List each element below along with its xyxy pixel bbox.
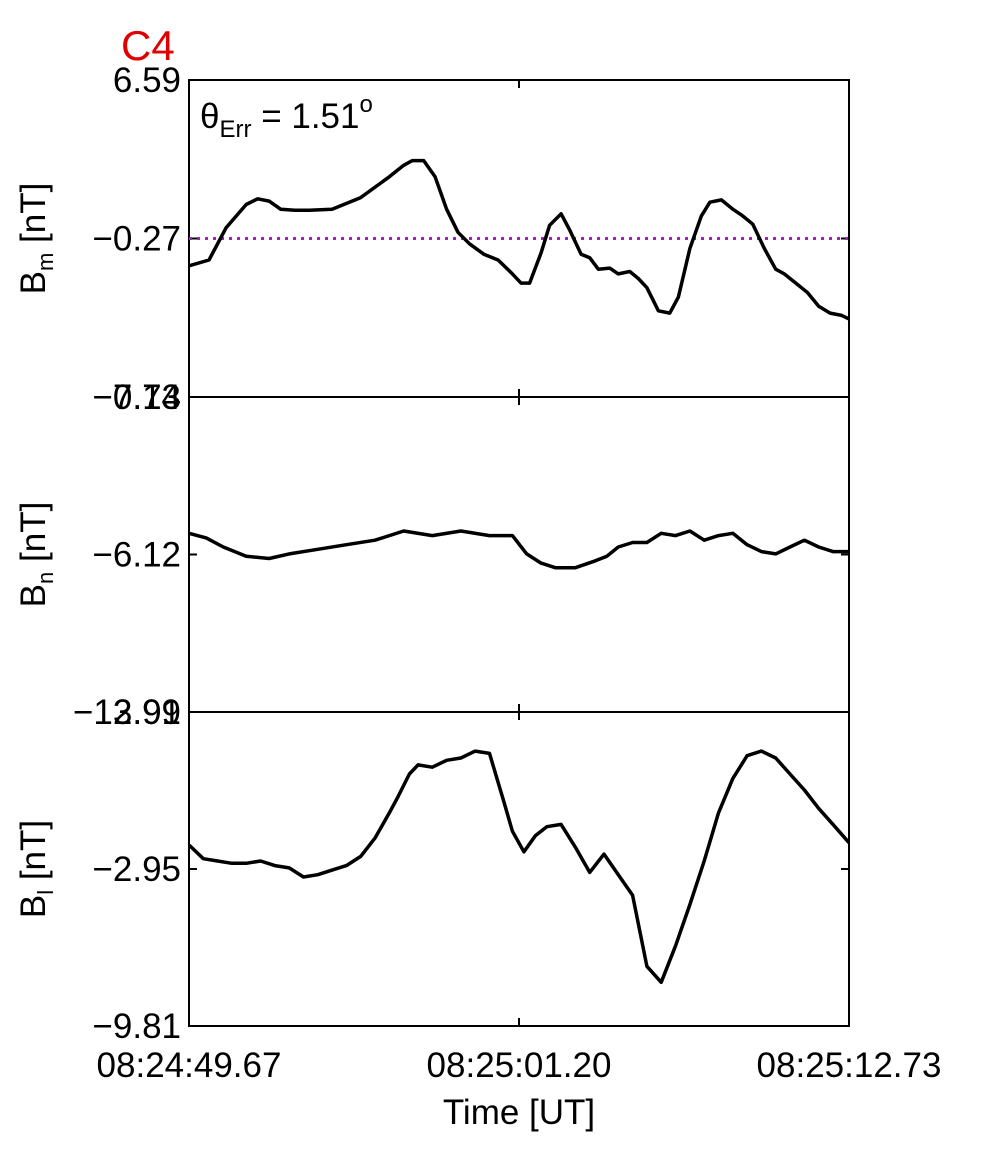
y-axis-label-sub: n	[33, 572, 58, 584]
y-tick-label: 3.91	[113, 693, 181, 732]
x-axis-label: Time [UT]	[443, 1093, 595, 1132]
y-axis-label: Bn [nT]	[14, 502, 58, 608]
panels: 6.59 −0.27 −7.13 Bm [nT] 0.74 −6.12 −12.99 Bn […	[14, 61, 850, 1046]
y-axis-label-unit: [nT]	[14, 502, 53, 572]
y-axis-label-sub: m	[33, 253, 58, 271]
theta-value: = 1.51	[251, 97, 359, 136]
panel-label: C4	[121, 22, 175, 69]
y-tick-label: −6.12	[92, 536, 181, 575]
y-axis-label: Bl [nT]	[14, 820, 58, 918]
y-axis-label-unit: [nT]	[14, 183, 53, 253]
y-tick-label: −9.81	[92, 1007, 181, 1046]
x-axis: 08:24:49.67 08:25:01.20 08:25:12.73 Time…	[97, 1046, 942, 1132]
y-axis-label-sub: l	[33, 890, 58, 895]
panel-bn: 0.74 −6.12 −12.99 Bn [nT]	[14, 378, 850, 732]
panel-bl: 3.91 −2.95 −9.81 Bl [nT]	[14, 693, 850, 1046]
theta-symbol: θ	[200, 97, 219, 136]
x-tick-label: 08:24:49.67	[97, 1046, 282, 1085]
theta-subscript: Err	[219, 116, 251, 143]
theta-error-annotation: θErr = 1.51o	[200, 91, 373, 143]
series-line	[189, 749, 849, 985]
panel-bm: 6.59 −0.27 −7.13 Bm [nT]	[14, 61, 850, 417]
y-axis-label-main: B	[14, 895, 53, 918]
degree-superscript: o	[359, 91, 372, 118]
y-tick-label: 0.74	[113, 378, 181, 417]
y-axis-label-main: B	[14, 271, 53, 294]
y-tick-label: −0.27	[92, 220, 181, 259]
x-tick-label: 08:25:12.73	[757, 1046, 942, 1085]
series-line	[189, 529, 849, 570]
x-tick-label: 08:25:01.20	[427, 1046, 612, 1085]
series-line	[189, 158, 849, 321]
y-axis-label-main: B	[14, 584, 53, 607]
y-tick-label: −12.99	[73, 693, 181, 732]
y-tick-label: 6.59	[113, 61, 181, 100]
y-axis-label-unit: [nT]	[14, 820, 53, 890]
y-tick-label: −7.13	[92, 378, 181, 417]
y-axis-label: Bm [nT]	[14, 183, 58, 295]
y-tick-label: −2.95	[92, 850, 181, 889]
